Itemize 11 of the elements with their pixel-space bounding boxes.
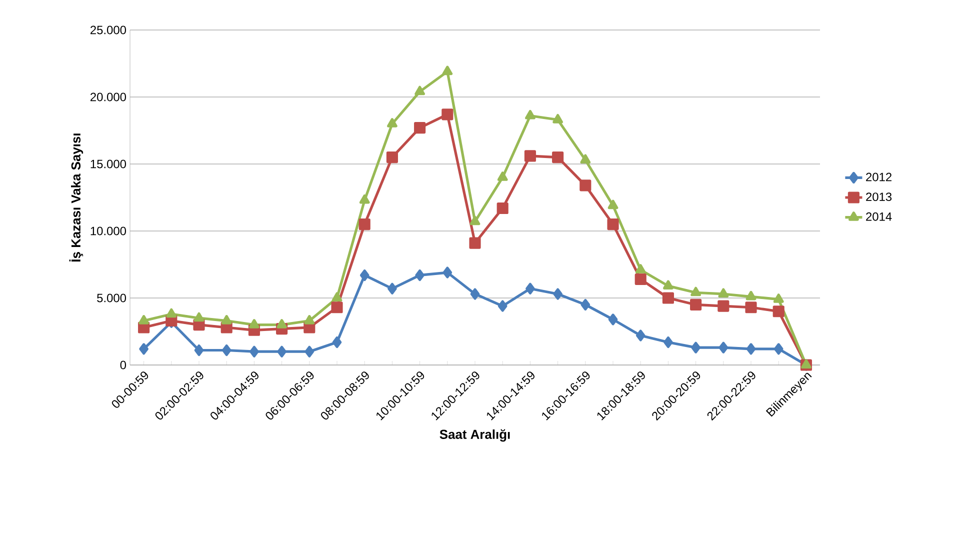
- y-tick-label: 15.000: [90, 160, 126, 168]
- legend-label: 2013: [866, 192, 892, 202]
- y-tick-label: 10.000: [90, 226, 126, 236]
- y-tick-label: 25.000: [90, 26, 126, 34]
- y-axis-title: İş Kazası Vaka Sayısı: [69, 134, 84, 262]
- legend-label: 2012: [866, 172, 892, 182]
- legend-label: 2014: [866, 212, 892, 221]
- y-tick-label: 0: [120, 360, 126, 370]
- y-tick-label: 5.000: [97, 294, 126, 302]
- x-axis-title: Saat Aralığı: [440, 429, 510, 442]
- y-tick-label: 20.000: [90, 92, 126, 102]
